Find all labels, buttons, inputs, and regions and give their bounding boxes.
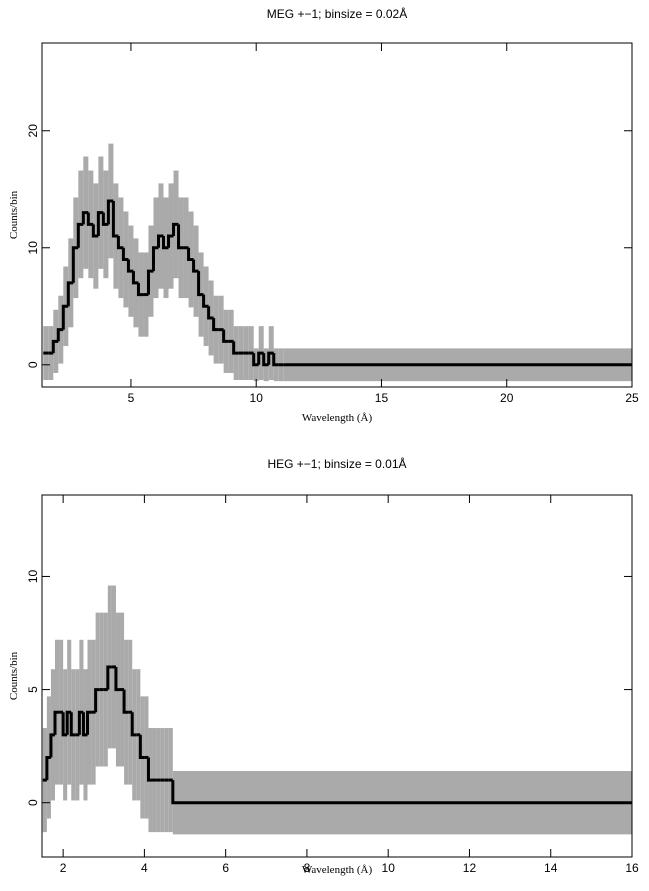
histogram-step [151,246,159,272]
x-tick-label: 12 [463,861,477,875]
histogram-step [122,689,129,714]
histogram-step [172,222,179,237]
x-tick-label: 15 [375,391,389,405]
histogram-step [96,211,104,237]
histogram-step [51,339,59,354]
histogram-step [252,353,259,367]
histogram-step [146,757,153,782]
histogram-step [171,780,632,805]
histogram-step [94,688,100,713]
x-axis-label: Wavelength (Å) [302,864,373,876]
histogram-step [91,224,99,238]
histogram-step [212,317,219,332]
histogram-step [207,306,214,320]
x-tick-label: 14 [544,861,558,875]
panel: 2 4 6 8 10 12 14 16 0 5 10 HEG +−1; binsize = 0.01Å… [8,456,639,876]
chart-title: HEG +−1; binsize = 0.01Å [267,456,406,471]
histogram-step [53,710,60,735]
histogram-step [138,734,145,759]
histogram-step [81,211,89,225]
histogram-step [101,212,109,226]
histogram-step [126,259,134,273]
histogram-step [121,247,129,261]
y-tick-label: 10 [26,241,40,255]
histogram-step [187,247,194,261]
histogram-step [232,341,239,355]
plot-frame [41,494,633,858]
histogram-step [272,353,279,367]
plot-frame [41,42,633,388]
y-tick-label: 0 [26,361,40,368]
x-tick-label: 2 [60,861,67,875]
x-tick-label: 4 [141,861,148,875]
panel: 5 10 15 20 25 0 10 20 MEG +−1; binsize = 0.02Å Wa… [8,6,639,424]
histogram-step [257,351,264,365]
histogram-step [197,271,204,297]
y-tick-label: 20 [26,124,40,138]
histogram-step [192,259,199,273]
histogram-step [56,328,64,342]
histogram-step [61,304,69,330]
x-tick-label: 20 [500,391,514,405]
x-tick-label: 16 [625,861,639,875]
histogram-step [222,329,229,343]
x-tick-label: 25 [625,391,639,405]
histogram-step [177,224,184,250]
x-tick-label: 6 [222,861,229,875]
plot-area [43,143,632,382]
x-tick-label: 5 [128,391,135,405]
histogram-step [130,712,137,737]
histogram-step [69,712,76,737]
y-axis-label: Counts/bin [8,190,20,239]
histogram-step [162,236,169,250]
x-tick-label: 10 [250,391,264,405]
y-axis-label: Counts/bin [8,651,20,700]
y-tick-label: 5 [26,686,40,693]
x-tick-label: 8 [304,861,311,875]
histogram-step [106,199,114,225]
y-tick-label: 10 [26,569,40,583]
histogram-step [71,246,79,283]
histogram-step [106,665,112,690]
histogram-step [136,282,144,297]
histogram-step [111,200,119,238]
histogram-step [131,271,139,285]
histogram-step [114,666,121,692]
x-axis-label: Wavelength (Å) [302,412,373,424]
histogram-step [262,353,269,367]
histogram-step [146,269,154,295]
y-tick-label: 0 [26,799,40,806]
histogram-step [202,294,209,308]
histogram-step [116,236,124,250]
histogram-step [156,234,164,248]
chart-title: MEG +−1; binsize = 0.02Å [267,6,407,21]
histogram-step [267,351,274,365]
histogram-step [167,234,174,248]
histogram-step [66,281,74,307]
plot-area [42,585,632,835]
histogram-step [76,222,84,248]
histogram-step [86,710,92,735]
x-tick-label: 10 [382,861,396,875]
histogram-step [86,212,94,226]
